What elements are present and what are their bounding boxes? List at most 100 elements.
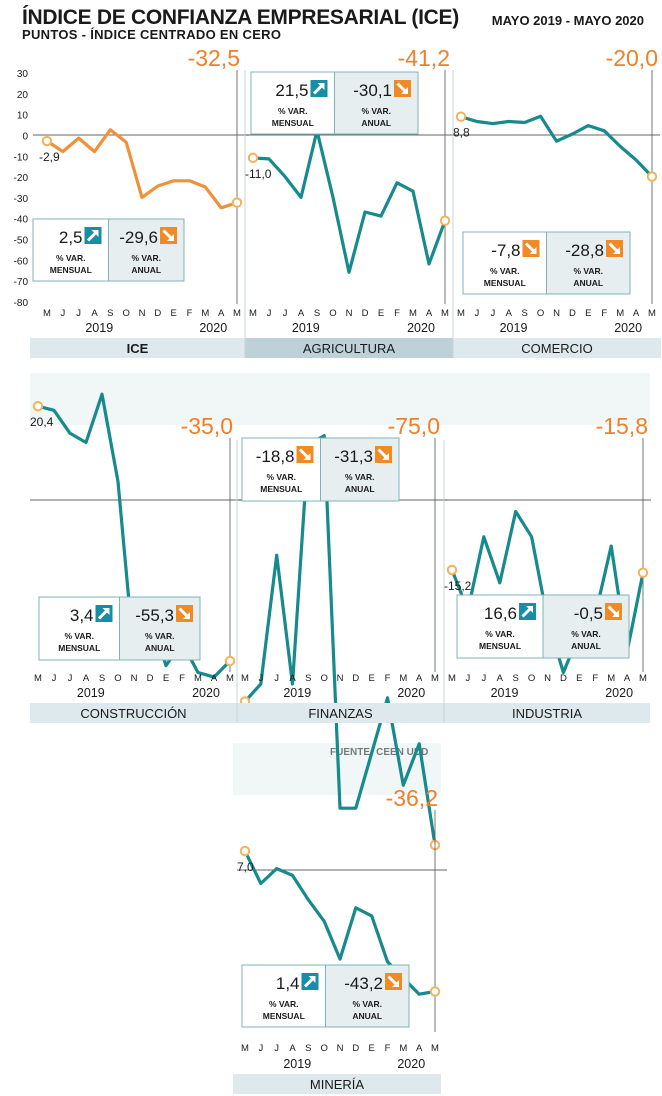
annual-caption: ANUAL <box>361 118 391 128</box>
month-label: J <box>52 673 57 684</box>
month-label: J <box>490 308 495 319</box>
month-label: D <box>362 308 369 319</box>
monthly-arrow-icon-head <box>102 608 110 615</box>
month-label: S <box>305 673 311 684</box>
month-label: A <box>211 673 218 684</box>
month-label: A <box>633 308 640 319</box>
sector-label-bar <box>233 1074 441 1094</box>
month-label: E <box>170 308 176 319</box>
monthly-change-value: 2,5 <box>59 228 83 247</box>
y-tick-label: 20 <box>17 90 29 101</box>
month-label: A <box>426 308 433 319</box>
month-label: D <box>147 673 154 684</box>
end-value-label: -75,0 <box>388 413 440 439</box>
y-tick-label: -80 <box>14 298 29 309</box>
month-label: S <box>107 308 113 319</box>
annual-change-value: -55,3 <box>135 606 174 625</box>
month-label: J <box>466 673 471 684</box>
end-point <box>637 567 649 578</box>
chart-finanzas: -43,8-75,0MJJASONDEFMAM20192020FINANZAS-… <box>237 413 447 851</box>
monthly-change-value: -7,8 <box>491 241 520 260</box>
sector-label-bar <box>444 703 650 723</box>
month-label: D <box>560 673 567 684</box>
start-value-label: -15,2 <box>444 579 472 593</box>
annual-caption: ANUAL <box>345 484 375 494</box>
annual-caption: ANUAL <box>571 641 601 651</box>
month-label: J <box>267 308 272 319</box>
year-label: 2020 <box>192 686 220 700</box>
month-label: M <box>639 673 647 684</box>
source-note: FUENTE: CEEN UDD <box>330 747 429 758</box>
month-label: J <box>60 308 65 319</box>
monthly-caption: % VAR. <box>64 631 94 641</box>
end-value-label: -41,2 <box>398 45 450 71</box>
month-label: M <box>399 1043 407 1054</box>
annual-caption: % VAR. <box>345 472 375 482</box>
month-label: O <box>114 673 121 684</box>
monthly-caption: MENSUAL <box>58 643 100 653</box>
sector-label: ICE <box>127 341 149 356</box>
sector-label: CONSTRUCCIÓN <box>80 706 186 721</box>
annual-caption: % VAR. <box>361 106 391 116</box>
monthly-caption: MENSUAL <box>263 1011 305 1021</box>
y-tick-label: 30 <box>17 69 29 80</box>
monthly-caption: % VAR. <box>266 472 296 482</box>
series-line <box>252 129 447 274</box>
series-line <box>243 434 437 846</box>
month-label: M <box>241 1043 249 1054</box>
month-label: F <box>394 308 400 319</box>
start-point <box>455 111 467 122</box>
sector-label-bar <box>453 338 661 358</box>
month-label: O <box>537 308 544 319</box>
month-label: N <box>544 673 551 684</box>
start-point <box>446 564 458 576</box>
annual-caption: % VAR. <box>131 253 161 263</box>
row2-header-band <box>30 373 650 425</box>
month-label: M <box>194 673 202 684</box>
y-tick-label: -30 <box>14 194 29 205</box>
monthly-caption: MENSUAL <box>260 484 302 494</box>
month-label: J <box>481 673 486 684</box>
annual-caption: ANUAL <box>352 1011 382 1021</box>
month-label: E <box>163 673 169 684</box>
month-label: F <box>385 1043 391 1054</box>
end-value-label: -36,2 <box>386 785 438 811</box>
month-label: A <box>416 1043 423 1054</box>
annual-caption: ANUAL <box>573 278 603 288</box>
month-label: J <box>475 308 480 319</box>
month-label: N <box>131 673 138 684</box>
end-point <box>224 655 236 667</box>
month-label: M <box>34 673 42 684</box>
month-label: A <box>497 673 504 684</box>
annual-caption: % VAR. <box>571 629 601 639</box>
month-label: D <box>352 673 359 684</box>
annual-arrow-icon-head <box>613 247 620 254</box>
month-label: M <box>457 308 465 319</box>
sector-label-bar <box>245 338 453 358</box>
y-tick-label: 0 <box>22 131 28 142</box>
month-label: F <box>592 673 598 684</box>
monthly-arrow-icon-head <box>303 453 311 460</box>
annual-caption: ANUAL <box>131 265 161 275</box>
month-label: J <box>274 673 279 684</box>
month-label: E <box>368 1043 374 1054</box>
month-label: A <box>298 308 305 319</box>
month-label: M <box>43 308 51 319</box>
month-label: M <box>233 308 241 319</box>
month-label: D <box>352 1043 359 1054</box>
month-label: D <box>569 308 576 319</box>
chart-ice: 30 20 10 0 -10 -20 -30 -40 -50 -60 -70 -80 -2,9 -32,5… <box>14 45 249 358</box>
start-point <box>239 845 251 857</box>
month-label: O <box>528 673 535 684</box>
month-label: J <box>274 1043 279 1054</box>
sector-label-bar <box>237 703 444 723</box>
month-label: N <box>346 308 353 319</box>
month-label: M <box>441 308 449 319</box>
month-label: M <box>616 308 624 319</box>
month-label: S <box>305 1043 311 1054</box>
monthly-arrow-icon-head <box>529 247 537 254</box>
sector-label: MINERÍA <box>310 1077 365 1092</box>
